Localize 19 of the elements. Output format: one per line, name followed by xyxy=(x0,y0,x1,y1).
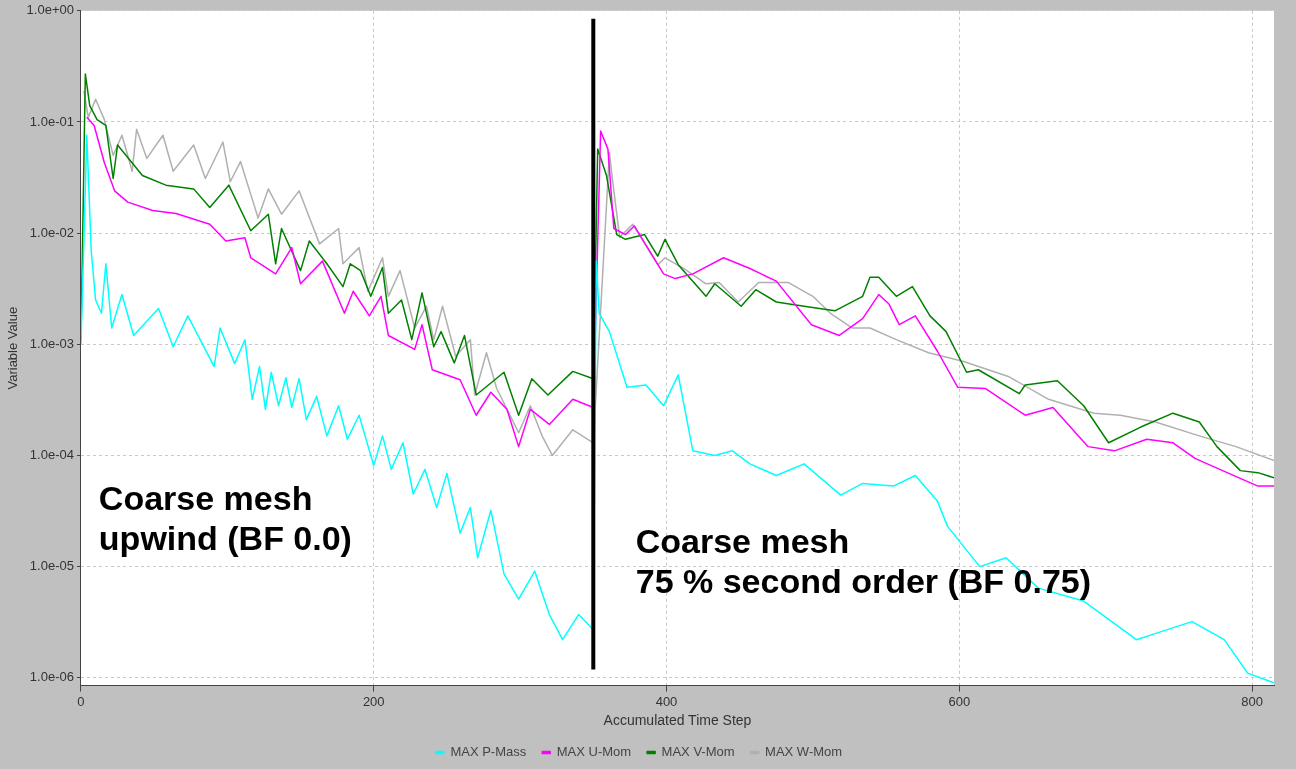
legend-label: MAX W-Mom xyxy=(765,744,843,760)
x-tick-label: 0 xyxy=(77,693,85,709)
y-tick-label: 1.0e-04 xyxy=(29,447,74,463)
y-tick-label: 1.0e+00 xyxy=(26,2,74,18)
y-tick-label: 1.0e-02 xyxy=(29,224,74,240)
legend-label: MAX P-Mass xyxy=(450,744,527,760)
y-tick-label: 1.0e-01 xyxy=(29,113,74,129)
x-tick-label: 600 xyxy=(948,693,971,709)
x-tick-label: 400 xyxy=(655,693,678,709)
legend-label: MAX V-Mom xyxy=(661,744,735,760)
y-tick-label: 1.0e-06 xyxy=(29,669,74,685)
x-tick-label: 200 xyxy=(362,693,385,709)
x-tick-label: 800 xyxy=(1241,693,1263,709)
legend-label: MAX U-Mom xyxy=(556,744,632,760)
y-tick-label: 1.0e-05 xyxy=(29,558,74,574)
annotation: Coarse mesh upwind (BF 0.0) xyxy=(98,478,352,557)
y-tick-label: 1.0e-03 xyxy=(29,335,74,351)
x-axis-title: Accumulated Time Step xyxy=(603,712,752,729)
y-axis-title: Variable Value xyxy=(5,306,21,390)
